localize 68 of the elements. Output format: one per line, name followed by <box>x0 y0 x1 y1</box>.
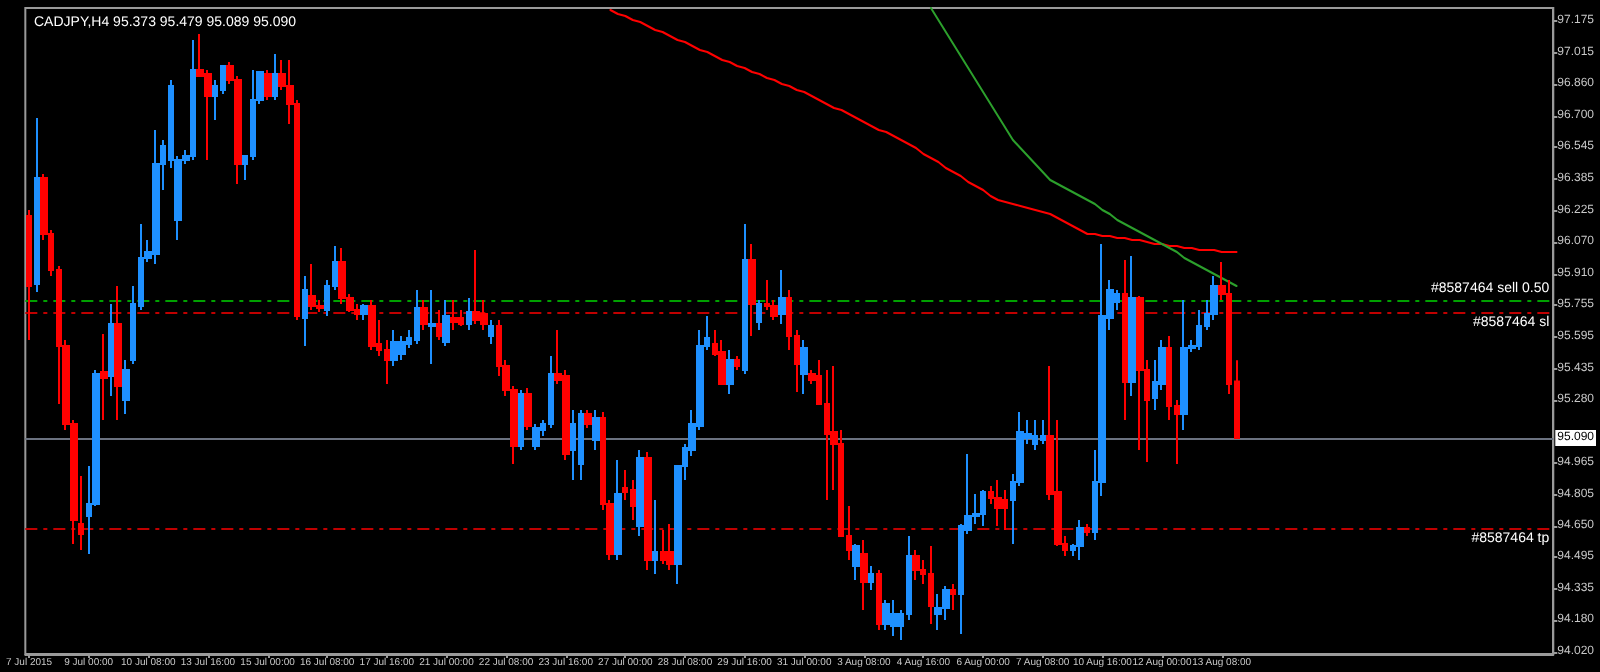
candlestick <box>636 449 644 537</box>
line-series <box>929 7 1238 287</box>
candlestick <box>570 409 576 481</box>
candlestick <box>1040 419 1046 445</box>
candlestick <box>524 387 532 431</box>
candlestick <box>122 359 130 415</box>
candlestick <box>934 593 942 631</box>
candlestick <box>360 303 368 321</box>
candlestick <box>756 299 762 331</box>
candlestick <box>532 423 540 451</box>
candlestick <box>876 569 882 631</box>
candlestick <box>882 599 890 631</box>
candlestick <box>1180 299 1188 431</box>
candlestick <box>852 543 860 581</box>
candlestick <box>338 247 346 305</box>
candlestick <box>152 129 160 265</box>
candlestick <box>414 289 420 345</box>
candlestick <box>518 389 524 451</box>
candlestick <box>436 309 442 341</box>
candlestick <box>34 117 40 293</box>
candlestick <box>114 285 122 421</box>
candlestick <box>264 69 272 101</box>
candlestick <box>912 549 920 581</box>
line-series <box>609 9 1238 253</box>
candlestick <box>442 299 450 347</box>
candlestick <box>980 489 986 527</box>
candlestick <box>302 275 308 347</box>
candlestick <box>928 545 934 625</box>
candlestick <box>578 409 584 481</box>
candlestick <box>472 249 480 325</box>
candlestick <box>308 263 316 311</box>
candlestick <box>1128 255 1136 397</box>
candlestick <box>666 523 674 571</box>
candlestick <box>660 529 666 565</box>
candlestick <box>748 243 756 337</box>
candlestick <box>368 299 376 351</box>
candlestick <box>890 599 898 637</box>
candlestick <box>614 459 622 561</box>
candlestick <box>860 539 868 611</box>
candlestick <box>390 329 398 367</box>
candlestick <box>868 565 874 591</box>
candlestick <box>742 223 748 375</box>
candlestick <box>450 299 458 331</box>
candlestick <box>428 289 436 365</box>
candlestick <box>1084 523 1090 537</box>
candlestick <box>548 355 554 429</box>
candlestick <box>26 209 32 341</box>
candlestick <box>592 409 600 451</box>
candlestick <box>1122 259 1128 421</box>
candlestick <box>272 53 278 101</box>
candlestick <box>644 451 652 571</box>
candlestick <box>100 333 108 421</box>
candlestick <box>466 297 472 331</box>
candlestick <box>108 303 114 397</box>
candlestick <box>420 299 428 331</box>
candlestick <box>1032 419 1038 451</box>
candlestick <box>778 269 786 325</box>
candlestick <box>734 355 740 371</box>
candlestick <box>190 39 196 161</box>
candlestick <box>584 409 592 429</box>
candlestick <box>726 349 734 395</box>
candlestick <box>398 335 406 361</box>
candlestick <box>652 499 658 575</box>
candlestick <box>994 479 1002 527</box>
candlestick <box>950 583 956 611</box>
candlestick <box>488 319 494 345</box>
candlestick <box>1076 519 1084 561</box>
candlestick <box>800 339 808 395</box>
